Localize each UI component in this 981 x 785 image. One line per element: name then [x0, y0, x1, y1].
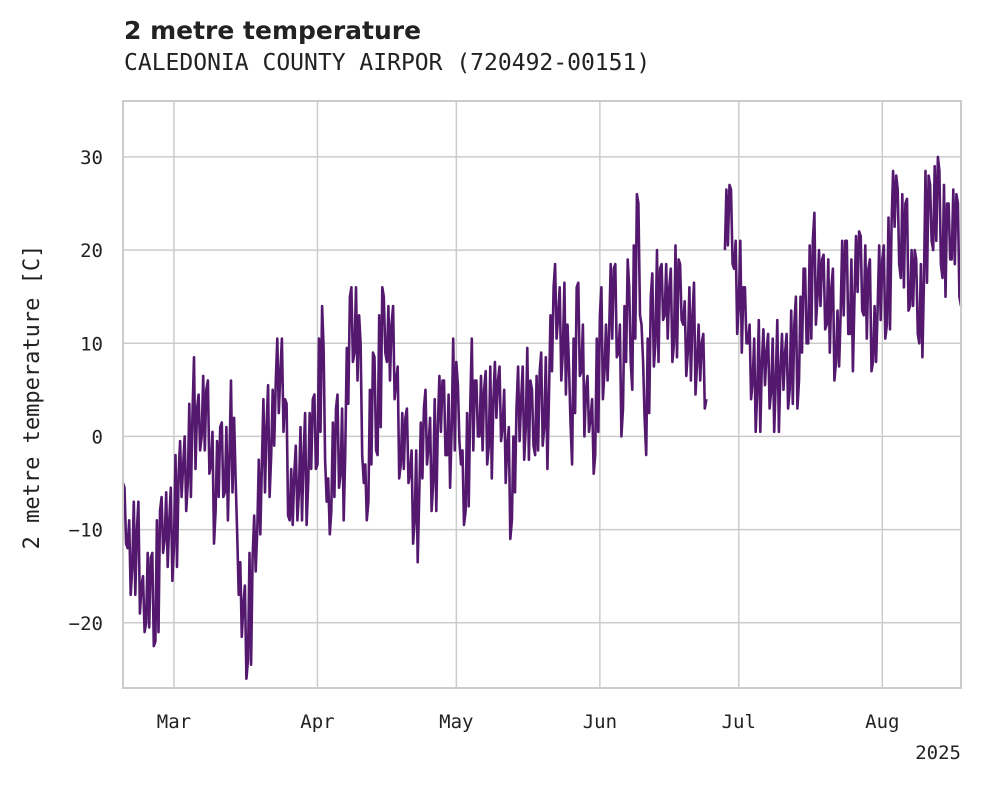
y-tick-label: 20: [80, 240, 103, 262]
x-axis: Mar Apr May Jun Jul Aug: [157, 711, 900, 733]
x-tick-label: May: [439, 711, 473, 733]
plot-area-frame: [122, 100, 962, 689]
y-axis: −20 −10 0 10 20 30: [69, 147, 103, 635]
y-tick-label: −20: [69, 613, 103, 635]
chart-subtitle: CALEDONIA COUNTY AIRPOR (720492-00151): [124, 50, 651, 76]
y-tick-label: 10: [80, 333, 103, 355]
temperature-series-line: [723, 155, 963, 434]
y-axis-label: 2 metre temperature [C]: [20, 245, 45, 550]
x-tick-label: Apr: [300, 711, 334, 733]
y-tick-label: −10: [69, 520, 103, 542]
series-group: [121, 155, 963, 680]
y-tick-label: 30: [80, 147, 103, 169]
x-tick-label: Mar: [157, 711, 191, 733]
chart-title: 2 metre temperature: [124, 16, 422, 45]
x-tick-label: Aug: [865, 711, 899, 733]
x-axis-offset-label: 2025: [915, 742, 961, 764]
x-tick-label: Jun: [583, 711, 617, 733]
x-tick-label: Jul: [722, 711, 756, 733]
y-tick-label: 0: [92, 426, 103, 448]
temperature-series-line: [121, 192, 708, 680]
